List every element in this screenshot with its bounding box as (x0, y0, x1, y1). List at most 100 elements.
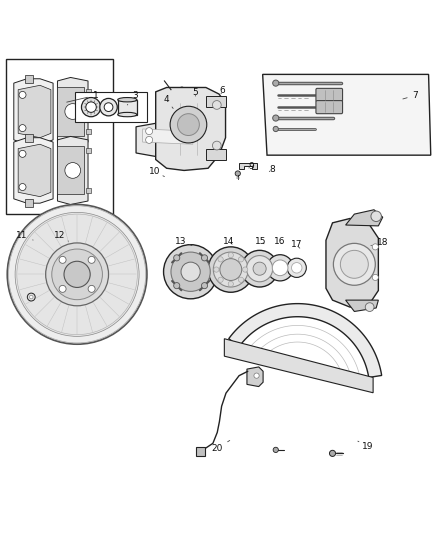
Polygon shape (143, 129, 193, 144)
Polygon shape (229, 304, 381, 377)
Circle shape (146, 136, 152, 143)
Text: 3: 3 (127, 91, 138, 105)
Circle shape (64, 261, 90, 287)
Polygon shape (206, 96, 226, 107)
Text: 18: 18 (371, 238, 389, 247)
Circle shape (273, 447, 279, 453)
Text: 8: 8 (269, 165, 275, 174)
Circle shape (208, 247, 254, 292)
Text: 16: 16 (273, 237, 285, 246)
Circle shape (17, 214, 138, 335)
Circle shape (329, 450, 336, 456)
Polygon shape (14, 138, 53, 203)
Circle shape (7, 205, 147, 344)
Polygon shape (25, 75, 33, 83)
Polygon shape (57, 87, 84, 135)
Bar (196, 447, 205, 456)
Circle shape (291, 263, 302, 273)
Text: 20: 20 (211, 440, 230, 453)
Circle shape (372, 244, 378, 250)
Polygon shape (14, 79, 53, 144)
Polygon shape (346, 210, 383, 226)
Circle shape (243, 267, 248, 272)
Circle shape (100, 99, 117, 116)
Circle shape (267, 255, 293, 281)
Circle shape (29, 295, 33, 299)
Text: 6: 6 (219, 86, 226, 95)
Bar (118, 100, 137, 115)
Text: 10: 10 (148, 167, 164, 176)
Text: 15: 15 (255, 237, 267, 246)
Ellipse shape (118, 98, 137, 102)
Ellipse shape (118, 112, 137, 117)
Circle shape (19, 150, 26, 157)
Text: 4: 4 (164, 95, 173, 108)
Circle shape (171, 252, 210, 292)
Circle shape (228, 281, 233, 287)
Circle shape (19, 125, 26, 132)
Text: 13: 13 (175, 237, 192, 246)
Circle shape (272, 260, 288, 276)
Polygon shape (57, 77, 88, 146)
Polygon shape (155, 87, 226, 171)
Circle shape (241, 251, 278, 287)
Polygon shape (86, 188, 91, 193)
Polygon shape (86, 129, 91, 134)
Text: 14: 14 (223, 237, 234, 246)
Circle shape (218, 277, 223, 282)
Polygon shape (239, 164, 258, 169)
Circle shape (180, 87, 184, 92)
Polygon shape (224, 338, 373, 393)
Circle shape (177, 114, 199, 135)
FancyBboxPatch shape (316, 101, 343, 114)
Circle shape (365, 303, 374, 311)
Circle shape (273, 126, 279, 132)
Circle shape (201, 282, 208, 289)
Circle shape (273, 115, 279, 121)
Polygon shape (86, 89, 91, 94)
Text: 11: 11 (16, 231, 33, 240)
Polygon shape (263, 75, 431, 155)
Circle shape (201, 255, 208, 261)
Circle shape (371, 211, 381, 222)
Circle shape (88, 256, 95, 263)
Circle shape (174, 282, 180, 289)
Circle shape (19, 92, 26, 99)
Polygon shape (18, 144, 51, 197)
Text: 5: 5 (192, 88, 198, 97)
Circle shape (340, 251, 368, 278)
Circle shape (212, 141, 221, 150)
Circle shape (287, 258, 306, 277)
Circle shape (170, 106, 207, 143)
Circle shape (86, 102, 96, 112)
Polygon shape (346, 300, 378, 311)
Circle shape (65, 163, 81, 179)
Circle shape (238, 257, 244, 262)
Polygon shape (25, 140, 33, 148)
Circle shape (214, 267, 219, 272)
Circle shape (181, 262, 200, 281)
Polygon shape (326, 219, 378, 307)
Circle shape (52, 249, 102, 300)
Circle shape (253, 262, 266, 275)
Circle shape (81, 98, 101, 117)
Polygon shape (25, 199, 33, 207)
Circle shape (46, 243, 109, 306)
Polygon shape (206, 149, 226, 159)
Text: 17: 17 (290, 240, 302, 249)
Circle shape (213, 252, 248, 287)
Circle shape (65, 103, 81, 119)
Polygon shape (86, 148, 91, 153)
Bar (184, 88, 191, 91)
Circle shape (15, 212, 139, 336)
Circle shape (19, 183, 26, 190)
Bar (6, 59, 113, 214)
Bar (75, 92, 147, 123)
Text: 9: 9 (249, 161, 254, 171)
Text: 19: 19 (358, 441, 373, 451)
Text: 7: 7 (403, 91, 418, 100)
Circle shape (238, 277, 244, 282)
Circle shape (235, 171, 240, 176)
Circle shape (228, 253, 233, 258)
Circle shape (333, 244, 375, 285)
